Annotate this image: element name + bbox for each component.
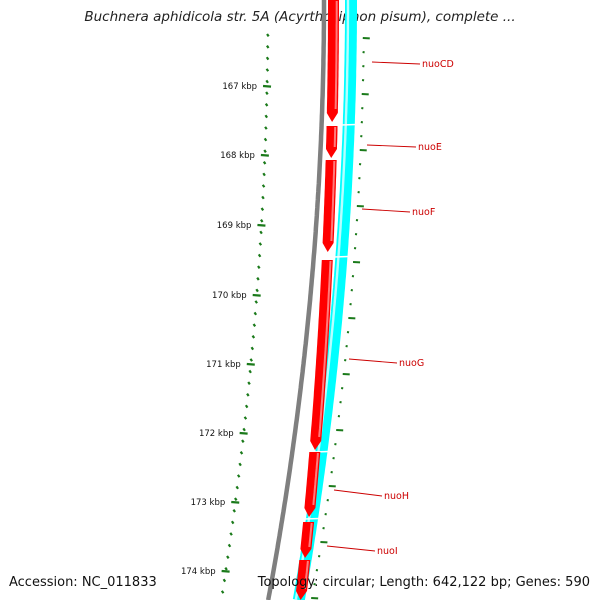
minor-tick [260,207,265,212]
major-tick [257,223,266,227]
minor-tick [263,149,267,154]
minor-tick [255,288,259,293]
major-tick [252,293,261,297]
gene-highlight-4 [312,452,319,506]
track-separator [340,123,357,126]
gene-label-nuoI: nuoI [377,546,398,557]
minor-tick [242,427,246,432]
minor-tick [265,91,269,96]
major-tick [262,84,272,88]
leader-line-nuoF [361,208,411,213]
accession-text: Accession: NC_011833 [9,575,157,590]
minor-tick [264,114,268,119]
tick-label-169: 169 kbp [217,221,252,231]
genome-summary-text: Topology: circular; Length: 642,122 bp; … [257,575,590,590]
leader-line-nuoG [348,358,398,364]
minor-tick [247,381,251,386]
major-tick [221,569,230,573]
tick-label-171: 171 kbp [206,360,241,370]
leader-line-nuoCD [371,61,421,65]
minor-tick [262,160,267,165]
tick-track: 167 kbp 168 kbp 169 kbp 170 kbp 171 kbp 172 k… [181,33,370,600]
minor-tick [261,184,266,188]
tick-label-173: 173 kbp [191,498,226,508]
major-tick [246,362,255,366]
minor-tick [256,276,260,281]
minor-tick [254,300,258,304]
minor-tick [264,102,269,107]
minor-tick [230,520,235,525]
minor-tick [265,79,269,84]
minor-tick [248,369,252,374]
leader-line-nuoH [333,489,383,497]
gene-label-nuoCD: nuoCD [422,59,454,70]
minor-tick [261,195,265,200]
minor-tick [266,33,270,38]
minor-tick [257,265,261,270]
gene-highlight-2 [330,160,336,242]
gene-label-nuoH: nuoH [384,491,409,502]
minor-tick [265,68,270,72]
minor-tick [266,44,270,49]
minor-tick [251,334,256,339]
gene-label-nuoE: nuoE [418,142,442,153]
minor-tick [253,311,258,316]
minor-tick [264,126,268,130]
minor-tick [224,566,228,571]
gene-highlight-1 [333,126,337,148]
gene-highlight-5 [308,522,313,548]
track-separator [313,450,330,453]
minor-tick [241,439,245,444]
leader-line-nuoE [366,144,417,148]
minor-tick [257,253,262,258]
minor-tick [226,555,230,560]
track-separator [303,517,320,520]
track-separator [333,255,350,258]
minor-tick [232,508,236,513]
tick-label-170: 170 kbp [212,291,247,301]
major-tick [239,431,248,435]
tick-label-174: 174 kbp [181,567,216,577]
gene-highlight-3 [318,260,332,438]
minor-tick [258,242,263,246]
minor-tick [220,590,225,594]
minor-tick [244,404,249,409]
backbone-line [265,0,327,600]
minor-tick [259,230,263,235]
minor-tick [222,578,227,583]
minor-tick [238,462,242,467]
minor-tick [263,137,268,142]
label-layer: nuoCD nuoE nuoF nuoG nuoH nuoI [326,59,454,557]
minor-tick [262,172,266,177]
major-tick [231,500,240,504]
minor-tick [252,323,257,328]
gene-label-nuoG: nuoG [399,358,424,369]
leader-line-nuoI [326,545,376,552]
minor-tick [227,543,232,548]
major-tick [260,153,269,157]
gene-track [296,0,339,600]
minor-tick [234,497,238,502]
minor-tick [243,416,248,420]
gene-highlight-6 [304,560,309,590]
tick-label-172: 172 kbp [199,429,234,439]
minor-tick [236,474,241,478]
tick-label-167: 167 kbp [222,82,257,92]
gene-label-nuoF: nuoF [412,207,435,218]
map-title: Buchnera aphidicola str. 5A (Acyrthosiph… [84,9,516,25]
minor-tick [246,392,250,397]
minor-tick [260,218,264,223]
minor-tick [250,346,255,351]
minor-tick [235,485,239,490]
gene-highlight-0 [334,1,338,110]
minor-tick [265,56,270,61]
minor-tick [229,532,233,536]
minor-tick [239,450,244,455]
tick-label-168: 168 kbp [220,151,255,161]
minor-tick [249,358,253,362]
